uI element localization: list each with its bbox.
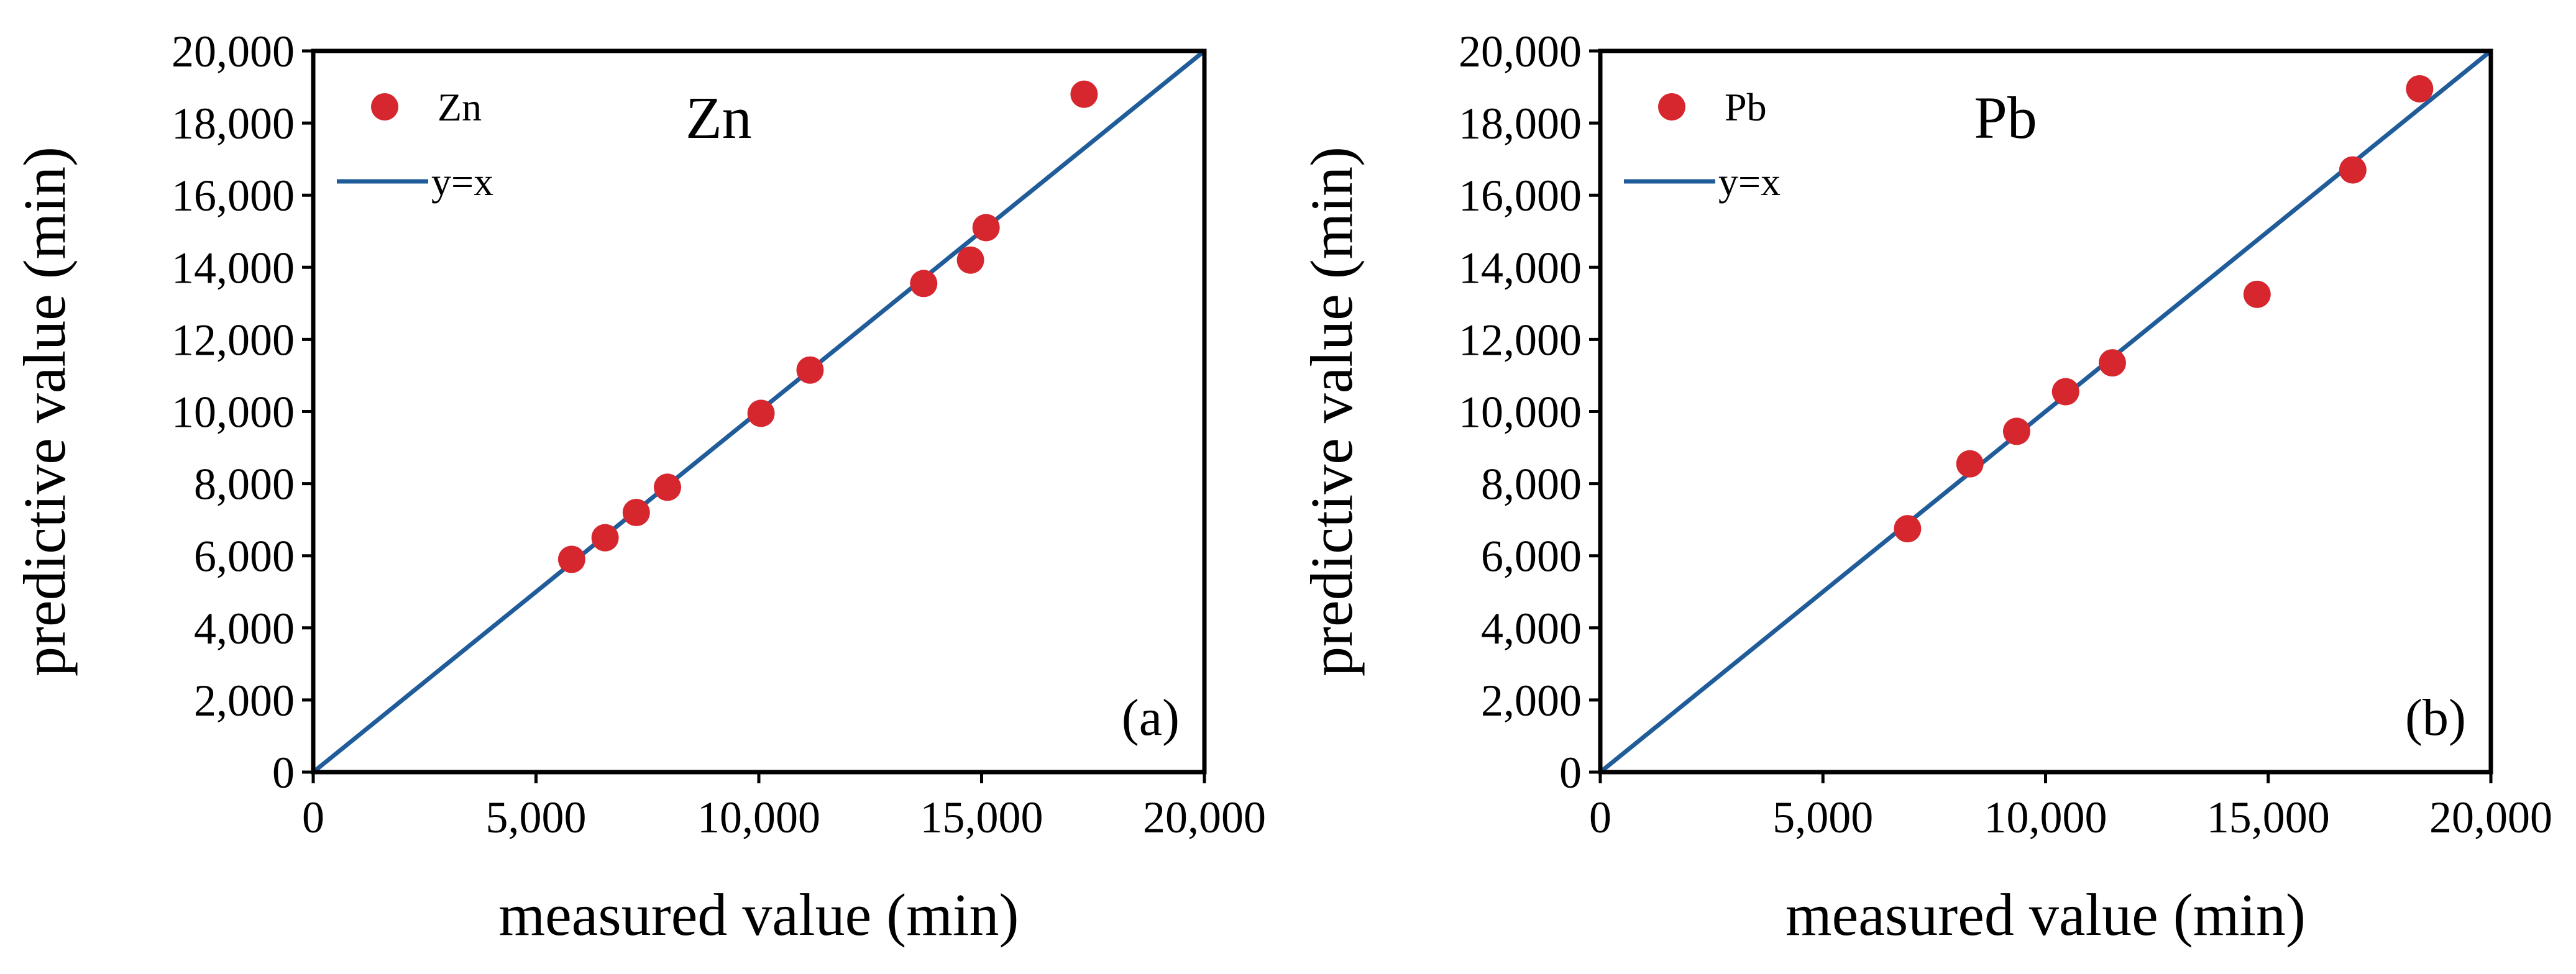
legend-label: Pb: [1725, 85, 1767, 129]
y-tick-label: 16,000: [172, 171, 295, 221]
x-tick-label: 20,000: [1143, 793, 1266, 842]
data-point: [2002, 417, 2030, 445]
x-tick-label: 0: [302, 793, 324, 842]
x-tick-label: 0: [1589, 793, 1611, 842]
legend-label: Zn: [438, 85, 482, 129]
data-point: [1070, 80, 1098, 108]
panel-label: (a): [1122, 689, 1180, 747]
panel-pb: 0 5,000 10,000 15,000 20,000 0 2,000 4,000 6,000…: [1298, 27, 2552, 948]
panel-zn: 0 5,000 10,000 15,000 20,000 0 2,000 4,000 6,000…: [11, 27, 1266, 948]
legend-label: y=x: [1718, 160, 1781, 204]
data-point: [956, 246, 984, 274]
x-axis-title: measured value (min): [1785, 881, 2306, 948]
y-tick-label: 4,000: [1481, 604, 1582, 653]
y-tick-label: 10,000: [1459, 388, 1582, 437]
y-tick-label: 12,000: [1459, 315, 1582, 365]
y-tick-label: 14,000: [172, 243, 295, 293]
x-tick-label: 5,000: [1772, 793, 1873, 842]
y-tick-label: 6,000: [1481, 532, 1582, 581]
data-point: [557, 545, 585, 573]
x-tick-label: 15,000: [920, 793, 1043, 842]
data-point: [2243, 280, 2271, 308]
data-point: [2406, 75, 2434, 102]
panel-label: (b): [2405, 689, 2466, 747]
x-tick-label: 10,000: [697, 793, 820, 842]
data-point: [1894, 515, 1922, 543]
data-point: [654, 473, 682, 501]
y-tick-label: 18,000: [172, 99, 295, 148]
y-tick-label: 10,000: [172, 388, 295, 437]
data-point: [591, 524, 619, 552]
y-tick-label: 0: [272, 748, 295, 798]
data-point: [2051, 378, 2079, 406]
data-point: [747, 399, 775, 427]
x-tick-label: 20,000: [2429, 793, 2552, 842]
x-axis-title: measured value (min): [499, 881, 1019, 948]
y-tick-label: 20,000: [172, 27, 295, 76]
data-point: [796, 356, 824, 384]
x-tick-label: 5,000: [486, 793, 587, 842]
y-tick-label: 18,000: [1459, 99, 1582, 148]
data-point: [1956, 450, 1984, 478]
legend-marker: [371, 93, 398, 121]
y-tick-label: 2,000: [194, 676, 295, 726]
data-point: [2098, 349, 2126, 377]
data-point: [972, 214, 1000, 242]
y-axis-title: predictive value (min): [11, 147, 78, 676]
data-point: [622, 499, 650, 527]
y-tick-label: 14,000: [1459, 243, 1582, 293]
y-tick-label: 4,000: [194, 604, 295, 653]
y-tick-label: 0: [1559, 748, 1582, 798]
chart-title: Pb: [1974, 84, 2037, 151]
y-tick-label: 8,000: [194, 460, 295, 509]
chart-title: Zn: [685, 84, 752, 151]
y-tick-label: 2,000: [1481, 676, 1582, 726]
y-axis-title: predictive value (min): [1298, 147, 1365, 676]
y-tick-label: 16,000: [1459, 171, 1582, 221]
legend-marker: [1658, 93, 1685, 121]
data-point: [910, 270, 938, 298]
y-tick-label: 8,000: [1481, 460, 1582, 509]
data-point: [2339, 156, 2367, 184]
y-tick-label: 20,000: [1459, 27, 1582, 76]
legend-label: y=x: [431, 160, 493, 204]
x-tick-label: 15,000: [2207, 793, 2330, 842]
x-tick-label: 10,000: [1984, 793, 2107, 842]
y-tick-label: 6,000: [194, 532, 295, 581]
y-tick-label: 12,000: [172, 315, 295, 365]
